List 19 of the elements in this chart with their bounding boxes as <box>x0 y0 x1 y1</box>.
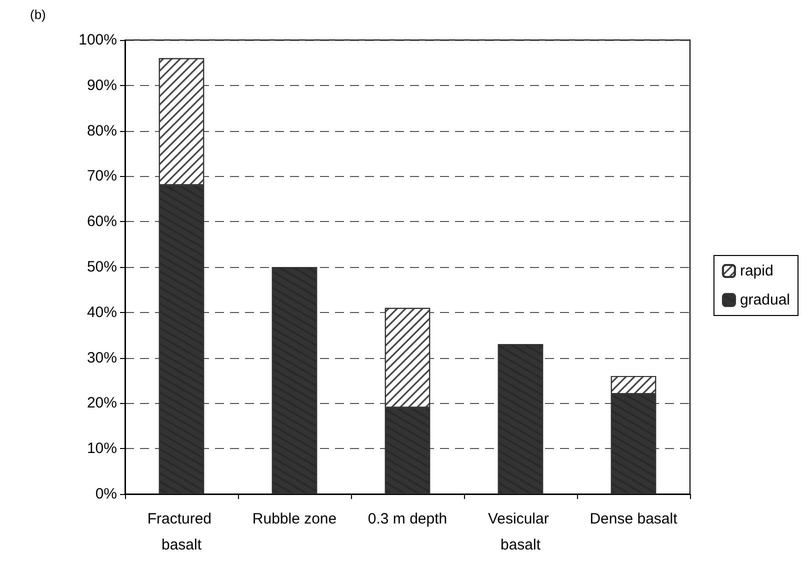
y-tick-label: 100% <box>78 32 117 48</box>
y-tick-label: 10% <box>86 440 117 458</box>
y-tick-label: 90% <box>86 76 117 94</box>
y-tick-label: 50% <box>86 258 117 276</box>
text: (b) <box>30 7 46 22</box>
legend-label: rapid <box>740 262 774 280</box>
y-tick-label: 70% <box>86 168 117 185</box>
x-tick-label: Rubble zone <box>252 510 337 528</box>
y-tick-label: 0% <box>95 486 117 502</box>
y-tick-label: 60% <box>86 213 117 230</box>
x-tick-label: 0.3 m depth <box>368 510 448 528</box>
legend-label: gradual <box>740 292 790 308</box>
y-tick-label: 20% <box>86 394 117 412</box>
y-tick-label: 80% <box>86 122 117 140</box>
y-tick-label: 40% <box>86 304 117 321</box>
x-tick-label: Fractured basalt <box>147 510 216 554</box>
x-tick-label: Dense basalt <box>590 510 678 528</box>
x-tick-label: Vesicular basalt <box>488 510 554 554</box>
y-tick-label: 30% <box>86 349 117 366</box>
